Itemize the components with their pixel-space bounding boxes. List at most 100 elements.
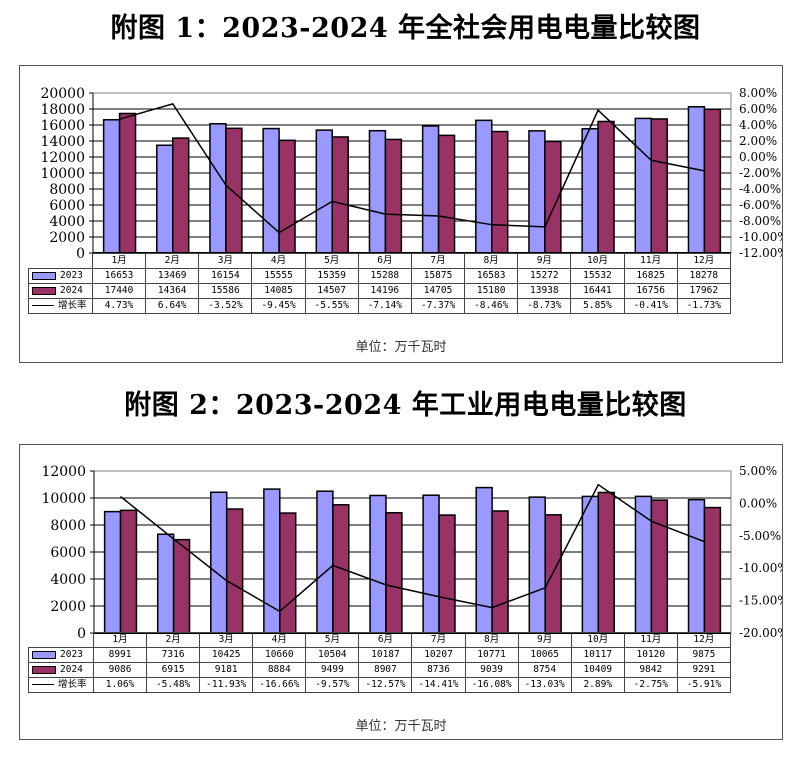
bar-2024 — [597, 120, 615, 254]
table-cell: 10771 — [464, 647, 519, 663]
table-cell: 8754 — [517, 662, 572, 678]
y-axis-tick-label: 6000 — [50, 545, 86, 561]
table-header-month: 12月 — [676, 253, 731, 269]
table-cell: 15555 — [251, 268, 306, 284]
table-cell: 14705 — [410, 283, 466, 299]
y-axis-tick-label: 16000 — [40, 118, 85, 134]
table-header-month: 5月 — [305, 632, 360, 648]
y-axis-tick-label: 4000 — [50, 572, 86, 588]
y-axis-tick-label: 14000 — [40, 134, 85, 150]
table-cell: -7.14% — [357, 298, 412, 314]
table-row: 2023 16653 13469 16154 15555 15359 15288 15875 1… — [28, 268, 731, 284]
table-cell: 8907 — [358, 662, 413, 678]
table-cell: 8884 — [252, 662, 307, 678]
table-header-month: 3月 — [199, 632, 254, 648]
figure-1-unit: 单位：万千瓦时 — [355, 340, 447, 355]
table-cell: 16441 — [570, 283, 625, 299]
table-header-month: 1月 — [92, 632, 148, 648]
table-header-month: 8月 — [464, 253, 519, 269]
legend-label: 2024 — [60, 664, 83, 675]
table-cell: -16.66% — [252, 677, 307, 693]
table-cell: 4.73% — [91, 298, 147, 314]
growth-rate-line — [120, 483, 705, 613]
bar-2024 — [597, 491, 615, 634]
bar-2023 — [209, 123, 227, 254]
table-cell: 17440 — [91, 283, 147, 299]
table-cell: -8.73% — [517, 298, 572, 314]
bar-2024 — [437, 134, 456, 254]
legend-swatch-2024 — [32, 286, 56, 295]
bar-2023 — [634, 117, 652, 254]
legend-cell: 2024 — [28, 283, 93, 299]
chart-1-plot: 2000018000160001400012000100008000600040… — [40, 86, 782, 262]
bar-2024 — [278, 139, 296, 254]
bar-2023 — [634, 495, 653, 634]
table-cell: 15359 — [304, 268, 359, 284]
table-cell: 9086 — [92, 662, 148, 678]
table-cell: 18278 — [676, 268, 731, 284]
y-axis-tick-label: 2000 — [50, 599, 86, 615]
table-cell: 15532 — [570, 268, 625, 284]
bar-2023 — [103, 510, 122, 634]
table-row: 2023 8991 7316 10425 10660 10504 10187 10207 107… — [28, 647, 731, 663]
legend-cell: 2024 — [28, 662, 94, 678]
legend-swatch-2023 — [32, 650, 56, 659]
table-cell: 5.85% — [570, 298, 625, 314]
table-header-month: 10月 — [570, 632, 625, 648]
bar-2023 — [368, 129, 387, 254]
table-cell: 16653 — [91, 268, 147, 284]
bar-2023 — [263, 488, 281, 634]
table-cell: 8991 — [92, 647, 148, 663]
table-cell: 14364 — [145, 283, 200, 299]
table-cell: 2.89% — [570, 677, 625, 693]
y2-axis-tick-label: -12.00% — [739, 246, 782, 260]
bar-2024 — [118, 112, 137, 254]
table-cell: -9.45% — [251, 298, 306, 314]
bar-2024 — [119, 509, 138, 634]
table-cell: 6.64% — [145, 298, 200, 314]
bar-2023 — [422, 494, 440, 634]
y-axis-tick-label: 8000 — [50, 518, 86, 534]
chart-2-data-table: 1月 2月 3月 4月 5月 6月 7月 8月 9月 10月 11月 12月 2023 8991 7316 1… — [28, 632, 731, 693]
table-row: 增长率 1.06% -5.48% -11.93% -16.66% -9.57% -12.57… — [28, 677, 731, 693]
bar-2023 — [528, 130, 546, 254]
bar-2023 — [156, 533, 175, 634]
bar-2023 — [475, 486, 493, 634]
bar-2024 — [225, 127, 243, 254]
y-axis-tick-label: 12000 — [41, 464, 86, 480]
bar-2023 — [156, 144, 174, 254]
bar-2024 — [385, 512, 403, 634]
legend-cell: 2023 — [28, 268, 93, 284]
table-cell: 10117 — [570, 647, 625, 663]
bar-2024 — [491, 130, 509, 254]
table-cell: 10660 — [252, 647, 307, 663]
y2-axis-tick-label: -8.00% — [739, 214, 781, 228]
table-cell: 10409 — [570, 662, 625, 678]
y2-axis-tick-label: -10.00% — [739, 561, 782, 575]
y2-axis-tick-label: 4.00% — [739, 118, 777, 132]
table-cell: 10187 — [358, 647, 413, 663]
table-header-month: 4月 — [252, 632, 307, 648]
y2-axis-tick-label: -4.00% — [739, 182, 781, 196]
table-cell: 9039 — [464, 662, 519, 678]
table-cell: -14.41% — [411, 677, 466, 693]
table-header-month: 12月 — [676, 632, 731, 648]
table-cell: 10425 — [199, 647, 254, 663]
figure-2-unit: 单位：万千瓦时 — [355, 719, 447, 734]
table-corner — [28, 253, 93, 269]
y-axis-tick-label: 8000 — [49, 182, 85, 198]
table-row: 2024 9086 6915 9181 8884 9499 8907 8736 9039 8754… — [28, 662, 731, 678]
legend-cell: 增长率 — [28, 677, 94, 693]
y2-axis-tick-label: -6.00% — [739, 198, 781, 212]
table-cell: 9875 — [676, 647, 731, 663]
table-header-month: 9月 — [517, 632, 572, 648]
legend-line-icon — [32, 684, 54, 685]
table-cell: 16154 — [198, 268, 253, 284]
table-cell: 7316 — [146, 647, 201, 663]
y2-axis-tick-label: 8.00% — [739, 86, 777, 100]
y-axis-tick-label: 4000 — [49, 214, 85, 230]
chart-1-data-table: 1月 2月 3月 4月 5月 6月 7月 8月 9月 10月 11月 12月 2023 16653 1346… — [28, 253, 731, 314]
table-row: 2024 17440 14364 15586 14085 14507 14196 14705 1… — [28, 283, 731, 299]
table-cell: 6915 — [146, 662, 201, 678]
y2-axis-tick-label: 6.00% — [739, 102, 777, 116]
